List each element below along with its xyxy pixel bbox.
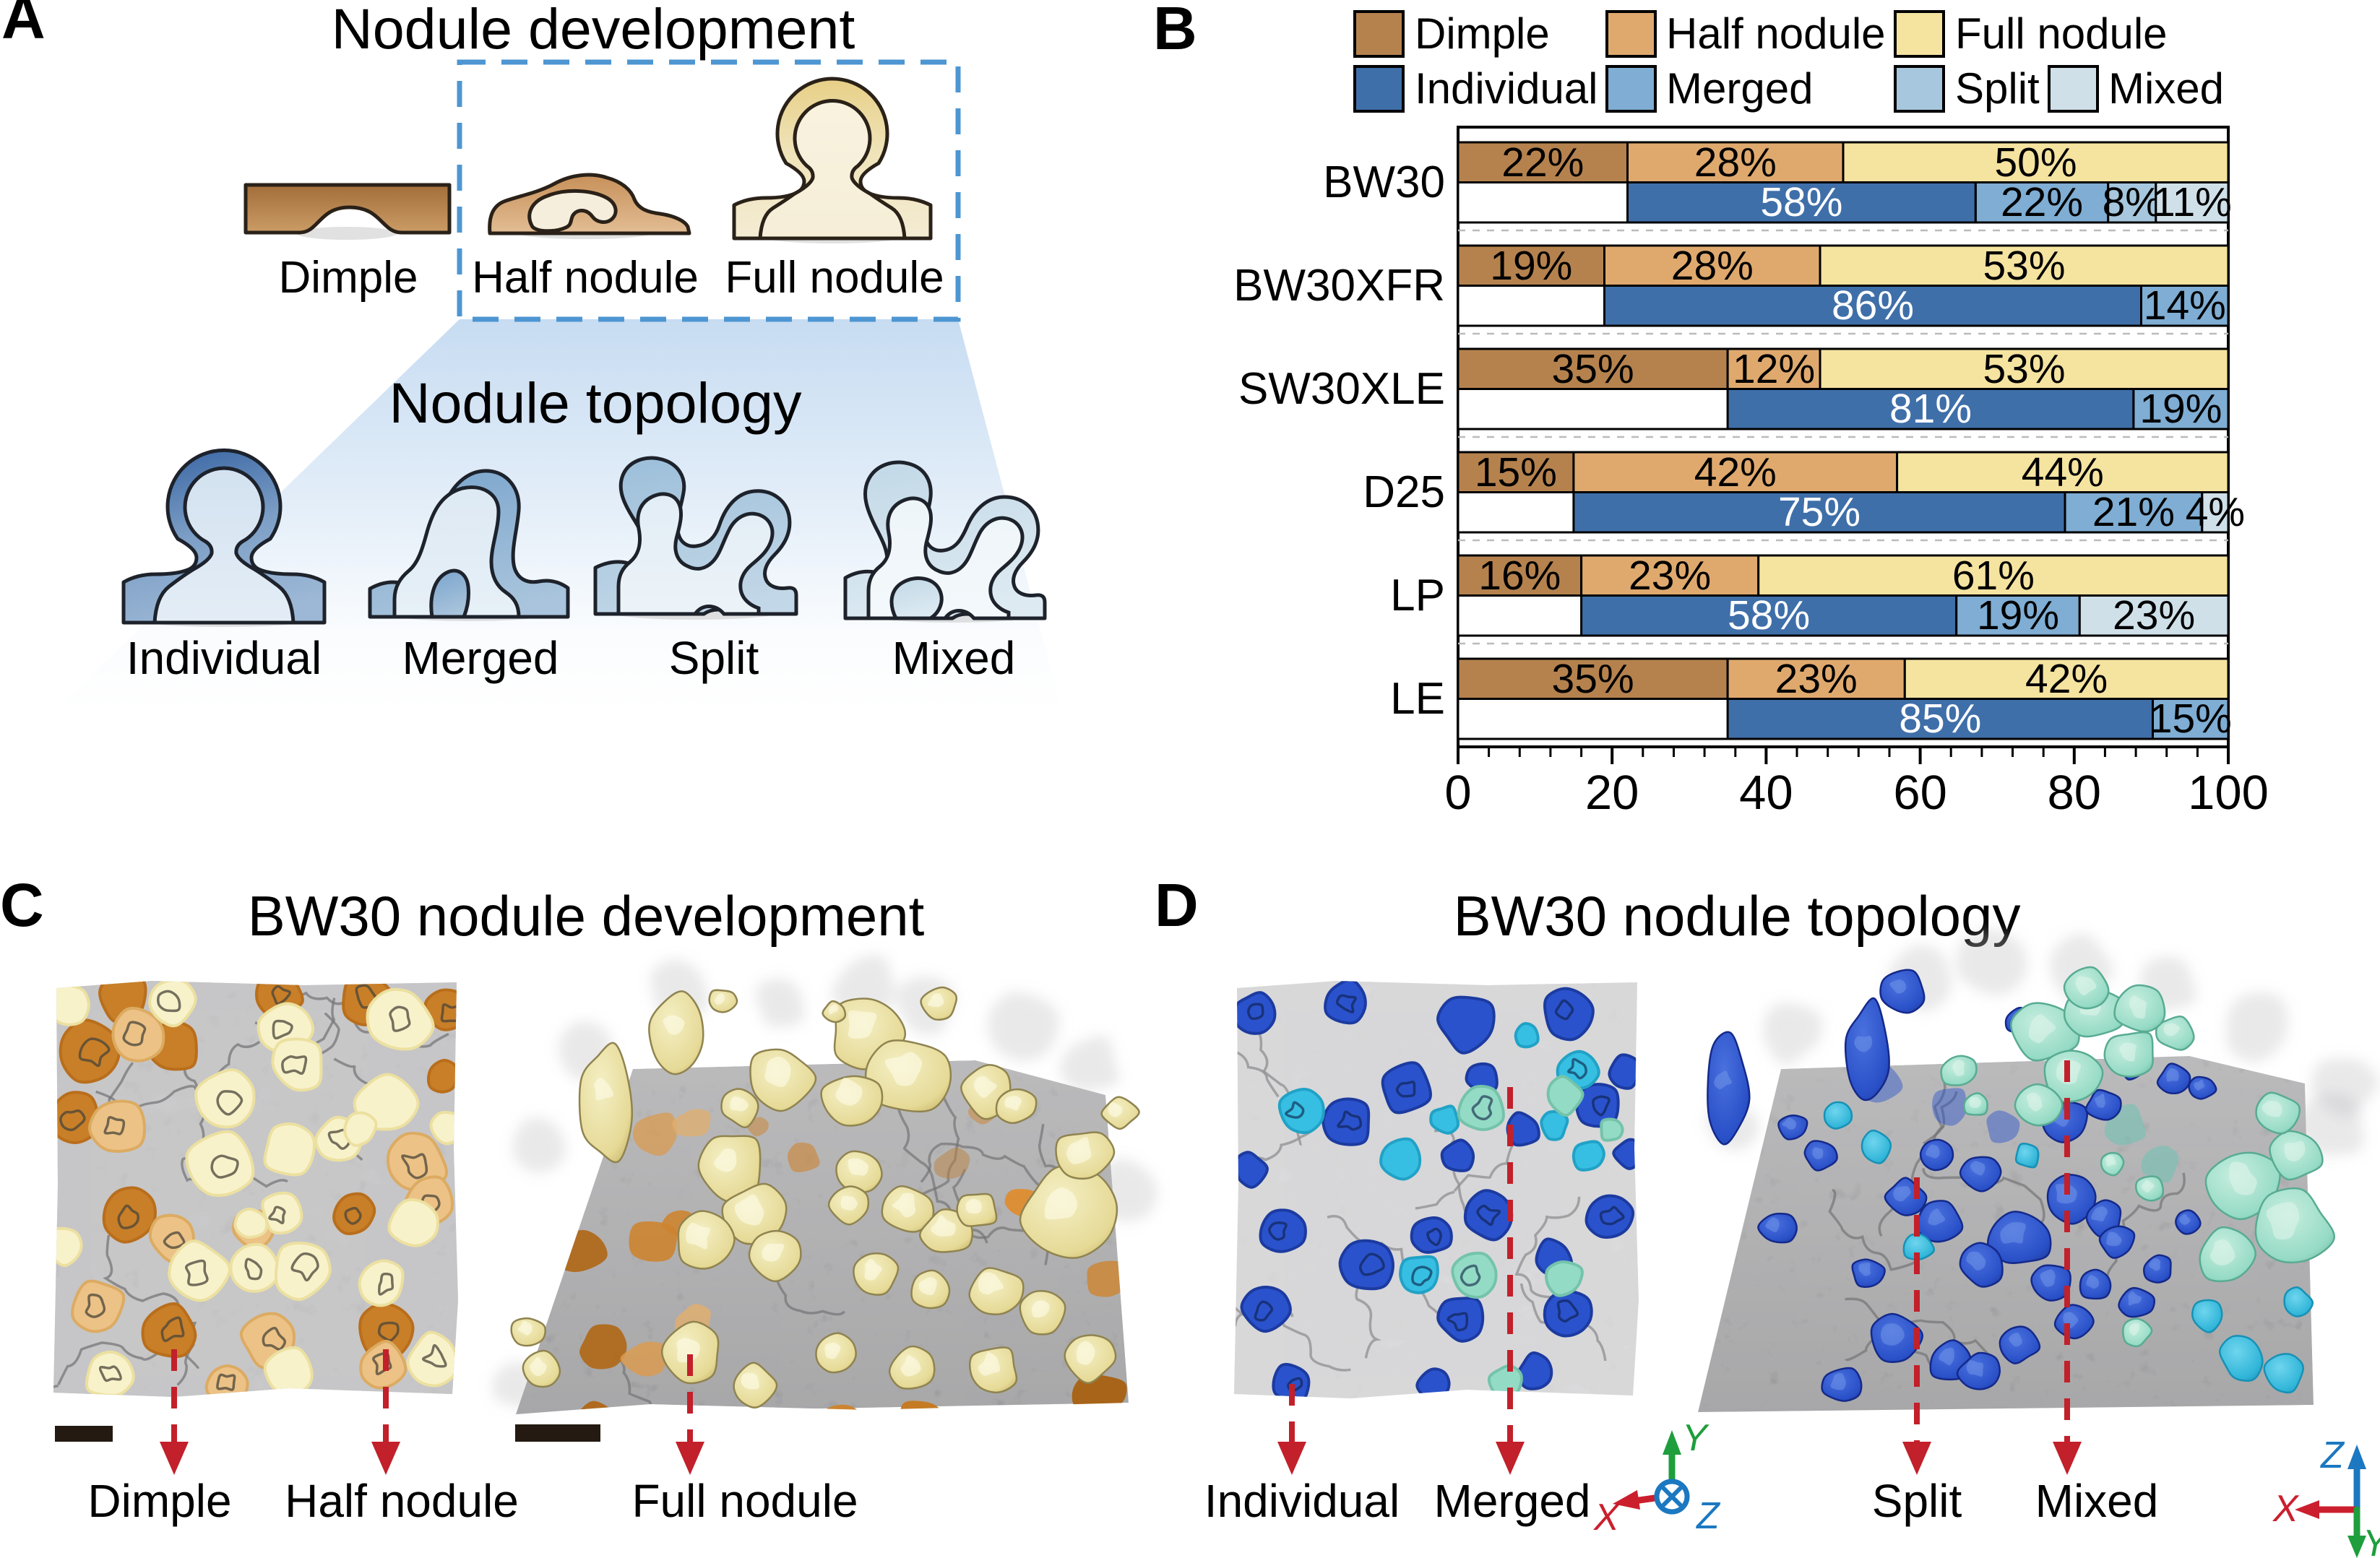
svg-text:BW30XFR: BW30XFR: [1233, 261, 1445, 311]
svg-text:58%: 58%: [1760, 179, 1842, 225]
svg-text:C: C: [0, 871, 44, 939]
svg-text:A: A: [1, 0, 46, 51]
svg-text:28%: 28%: [1671, 243, 1754, 289]
svg-text:14%: 14%: [2144, 282, 2226, 329]
svg-text:50%: 50%: [1994, 139, 2077, 186]
svg-text:D: D: [1155, 871, 1199, 939]
svg-text:Full nodule: Full nodule: [725, 253, 944, 303]
svg-text:Split: Split: [669, 632, 759, 684]
svg-text:22%: 22%: [1501, 139, 1584, 186]
svg-text:8%: 8%: [2103, 179, 2162, 225]
svg-text:42%: 42%: [1694, 449, 1777, 495]
svg-text:35%: 35%: [1552, 346, 1634, 392]
svg-text:53%: 53%: [1983, 346, 2065, 392]
svg-text:4%: 4%: [2186, 489, 2245, 535]
svg-text:Merged: Merged: [1434, 1475, 1591, 1527]
svg-text:Z: Z: [2319, 1434, 2345, 1476]
svg-text:Individual: Individual: [1204, 1475, 1400, 1527]
svg-text:22%: 22%: [2001, 179, 2083, 225]
svg-text:23%: 23%: [2113, 592, 2195, 639]
svg-text:BW30: BW30: [1323, 157, 1445, 207]
svg-text:Dimple: Dimple: [1415, 9, 1550, 58]
svg-text:16%: 16%: [1478, 553, 1561, 599]
svg-text:Individual: Individual: [1415, 64, 1598, 113]
svg-text:D25: D25: [1363, 467, 1445, 517]
svg-text:Split: Split: [1872, 1475, 1962, 1527]
svg-text:Merged: Merged: [402, 632, 559, 684]
svg-text:B: B: [1153, 0, 1197, 62]
svg-text:44%: 44%: [2022, 449, 2104, 495]
svg-text:BW30 nodule development: BW30 nodule development: [248, 884, 925, 948]
svg-text:SW30XLE: SW30XLE: [1238, 364, 1445, 414]
svg-text:60: 60: [1893, 766, 1947, 820]
svg-text:81%: 81%: [1889, 386, 1972, 432]
svg-text:Half nodule: Half nodule: [285, 1475, 519, 1527]
svg-text:Nodule topology: Nodule topology: [389, 371, 802, 435]
svg-text:40: 40: [1739, 766, 1793, 820]
svg-text:61%: 61%: [1952, 553, 2035, 599]
svg-text:Nodule development: Nodule development: [332, 0, 855, 61]
svg-text:21%: 21%: [2092, 489, 2175, 535]
svg-text:BW30 nodule topology: BW30 nodule topology: [1454, 884, 2021, 948]
svg-text:Mixed: Mixed: [2035, 1475, 2159, 1527]
svg-text:Full nodule: Full nodule: [1955, 9, 2168, 58]
svg-text:85%: 85%: [1899, 696, 1981, 742]
svg-text:19%: 19%: [2139, 386, 2222, 432]
svg-text:58%: 58%: [1728, 592, 1810, 639]
svg-text:Dimple: Dimple: [87, 1475, 231, 1527]
svg-text:0: 0: [1444, 766, 1471, 820]
svg-text:80: 80: [2048, 766, 2102, 820]
svg-text:Dimple: Dimple: [279, 253, 418, 303]
svg-text:Y: Y: [1682, 1417, 1709, 1459]
svg-text:100: 100: [2188, 766, 2269, 820]
svg-text:Split: Split: [1955, 64, 2040, 113]
svg-text:20: 20: [1585, 766, 1639, 820]
svg-text:LE: LE: [1390, 674, 1445, 724]
svg-text:12%: 12%: [1733, 346, 1815, 392]
svg-text:Merged: Merged: [1666, 64, 1813, 113]
svg-text:15%: 15%: [2150, 696, 2232, 742]
svg-text:X: X: [2272, 1488, 2300, 1530]
svg-text:15%: 15%: [1475, 449, 1557, 495]
svg-text:Half nodule: Half nodule: [1666, 9, 1886, 58]
svg-text:Individual: Individual: [126, 632, 322, 684]
svg-text:19%: 19%: [1490, 243, 1572, 289]
svg-text:23%: 23%: [1629, 553, 1711, 599]
svg-text:Z: Z: [1695, 1495, 1721, 1537]
svg-text:X: X: [1593, 1497, 1621, 1538]
svg-text:23%: 23%: [1775, 656, 1858, 702]
svg-text:86%: 86%: [1832, 282, 1914, 329]
svg-text:Y: Y: [2363, 1523, 2380, 1558]
svg-text:11%: 11%: [2152, 179, 2232, 225]
svg-text:Mixed: Mixed: [892, 632, 1016, 684]
svg-text:Half nodule: Half nodule: [472, 253, 699, 303]
svg-text:19%: 19%: [1977, 592, 2059, 639]
svg-text:42%: 42%: [2025, 656, 2108, 702]
svg-text:75%: 75%: [1778, 489, 1861, 535]
svg-text:28%: 28%: [1694, 139, 1777, 186]
svg-text:Full nodule: Full nodule: [631, 1475, 858, 1527]
svg-text:LP: LP: [1390, 571, 1445, 620]
svg-text:35%: 35%: [1552, 656, 1634, 702]
svg-text:53%: 53%: [1983, 243, 2065, 289]
svg-text:Mixed: Mixed: [2108, 64, 2224, 113]
